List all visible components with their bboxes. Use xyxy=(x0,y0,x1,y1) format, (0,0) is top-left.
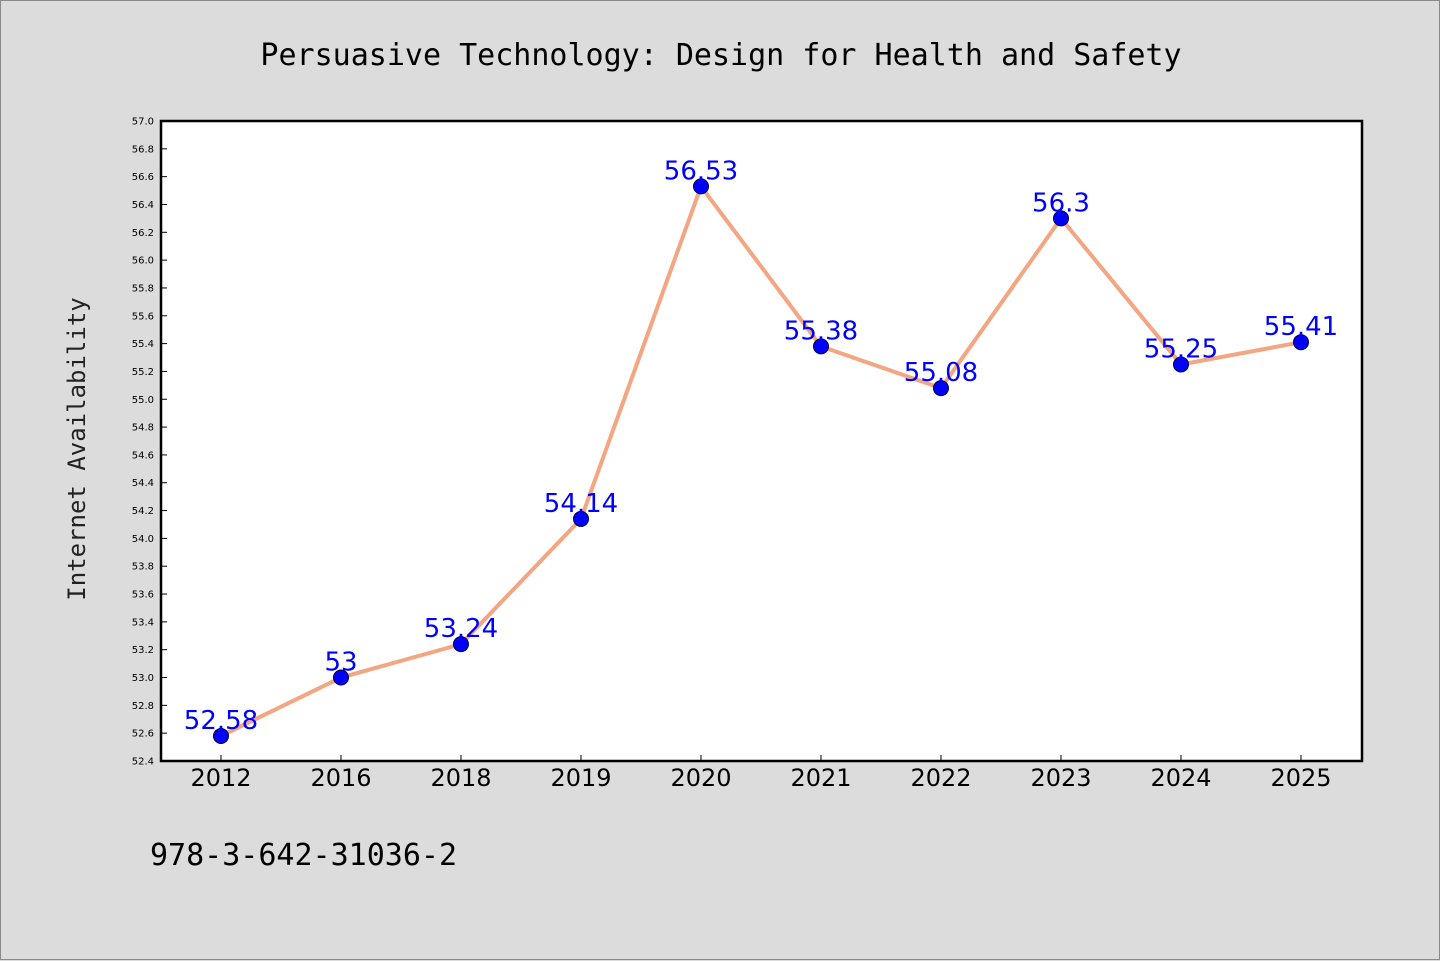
x-tick-label: 2023 xyxy=(1030,764,1091,792)
y-tick-label: 54.0 xyxy=(132,534,154,545)
y-tick-label: 55.4 xyxy=(132,339,154,350)
data-labels: 52.58 53 53.24 54.14 56.53 55.38 55.08 56.3 55.2… xyxy=(184,156,1338,736)
y-tick-label: 56.8 xyxy=(132,144,154,155)
y-tick-label: 55.0 xyxy=(132,395,154,406)
data-markers xyxy=(213,178,1309,744)
y-tick-label: 52.4 xyxy=(132,757,154,768)
y-tick-label: 55.6 xyxy=(132,311,154,322)
data-point[interactable] xyxy=(573,510,589,527)
y-tick-label: 54.4 xyxy=(132,478,154,489)
data-label: 55.25 xyxy=(1144,334,1218,364)
data-point[interactable] xyxy=(213,727,229,744)
y-tick-label: 54.8 xyxy=(132,423,154,434)
y-tick-label: 56.2 xyxy=(132,228,154,239)
x-tick-label: 2016 xyxy=(310,764,371,792)
x-tick-label: 2019 xyxy=(550,764,611,792)
x-axis: 2012 2016 2018 2019 2020 2021 2022 2023 2024 2025 xyxy=(190,755,1332,792)
y-tick-label: 53.2 xyxy=(132,645,154,656)
x-tick-label: 2021 xyxy=(790,764,851,792)
y-tick-label: 54.6 xyxy=(132,450,154,461)
y-tick-label: 53.6 xyxy=(132,590,154,601)
data-point[interactable] xyxy=(693,178,709,195)
y-tick-label: 53.4 xyxy=(132,617,154,628)
data-label: 55.41 xyxy=(1264,312,1338,342)
data-point[interactable] xyxy=(933,380,949,397)
y-tick-label: 53.0 xyxy=(132,673,154,684)
data-label: 54.14 xyxy=(544,489,618,519)
y-tick-label: 54.2 xyxy=(132,506,154,517)
data-label: 52.58 xyxy=(184,706,258,736)
data-point[interactable] xyxy=(333,669,349,686)
y-tick-label: 52.6 xyxy=(132,729,154,740)
y-tick-label: 56.6 xyxy=(132,172,154,183)
data-point[interactable] xyxy=(1173,356,1189,373)
data-point[interactable] xyxy=(453,636,469,653)
data-point[interactable] xyxy=(1293,334,1309,351)
data-point[interactable] xyxy=(1053,210,1069,227)
y-tick-label: 53.8 xyxy=(132,562,154,573)
x-tick-label: 2018 xyxy=(430,764,491,792)
y-tick-label: 55.2 xyxy=(132,367,154,378)
y-tick-label: 55.8 xyxy=(132,283,154,294)
y-axis: 52.4 52.6 52.8 53.0 53.2 53.4 53.6 53.8 54.0 54.2… xyxy=(132,117,167,768)
x-tick-label: 2024 xyxy=(1150,764,1211,792)
x-tick-label: 2022 xyxy=(910,764,971,792)
y-tick-label: 57.0 xyxy=(132,117,154,128)
plot-area xyxy=(161,121,1362,761)
y-tick-label: 52.8 xyxy=(132,701,154,712)
chart-title: Persuasive Technology: Design for Health… xyxy=(260,38,1181,73)
data-label: 56.53 xyxy=(664,156,738,186)
data-label: 56.3 xyxy=(1032,188,1090,218)
y-tick-label: 56.0 xyxy=(132,256,154,267)
x-tick-label: 2012 xyxy=(190,764,251,792)
x-tick-label: 2025 xyxy=(1270,764,1331,792)
series-line xyxy=(219,184,1303,738)
series-line-group xyxy=(219,184,1303,738)
x-tick-label: 2020 xyxy=(670,764,731,792)
plot-border xyxy=(159,119,1364,763)
y-tick-label: 56.4 xyxy=(132,200,154,211)
y-axis-label: Internet Availability xyxy=(63,297,91,600)
data-point[interactable] xyxy=(813,338,829,355)
data-label: 53.24 xyxy=(424,614,498,644)
data-label: 55.38 xyxy=(784,316,858,346)
data-label: 53 xyxy=(324,648,357,678)
data-label: 55.08 xyxy=(904,358,978,388)
isbn-footer: 978-3-642-31036-2 xyxy=(150,838,457,873)
